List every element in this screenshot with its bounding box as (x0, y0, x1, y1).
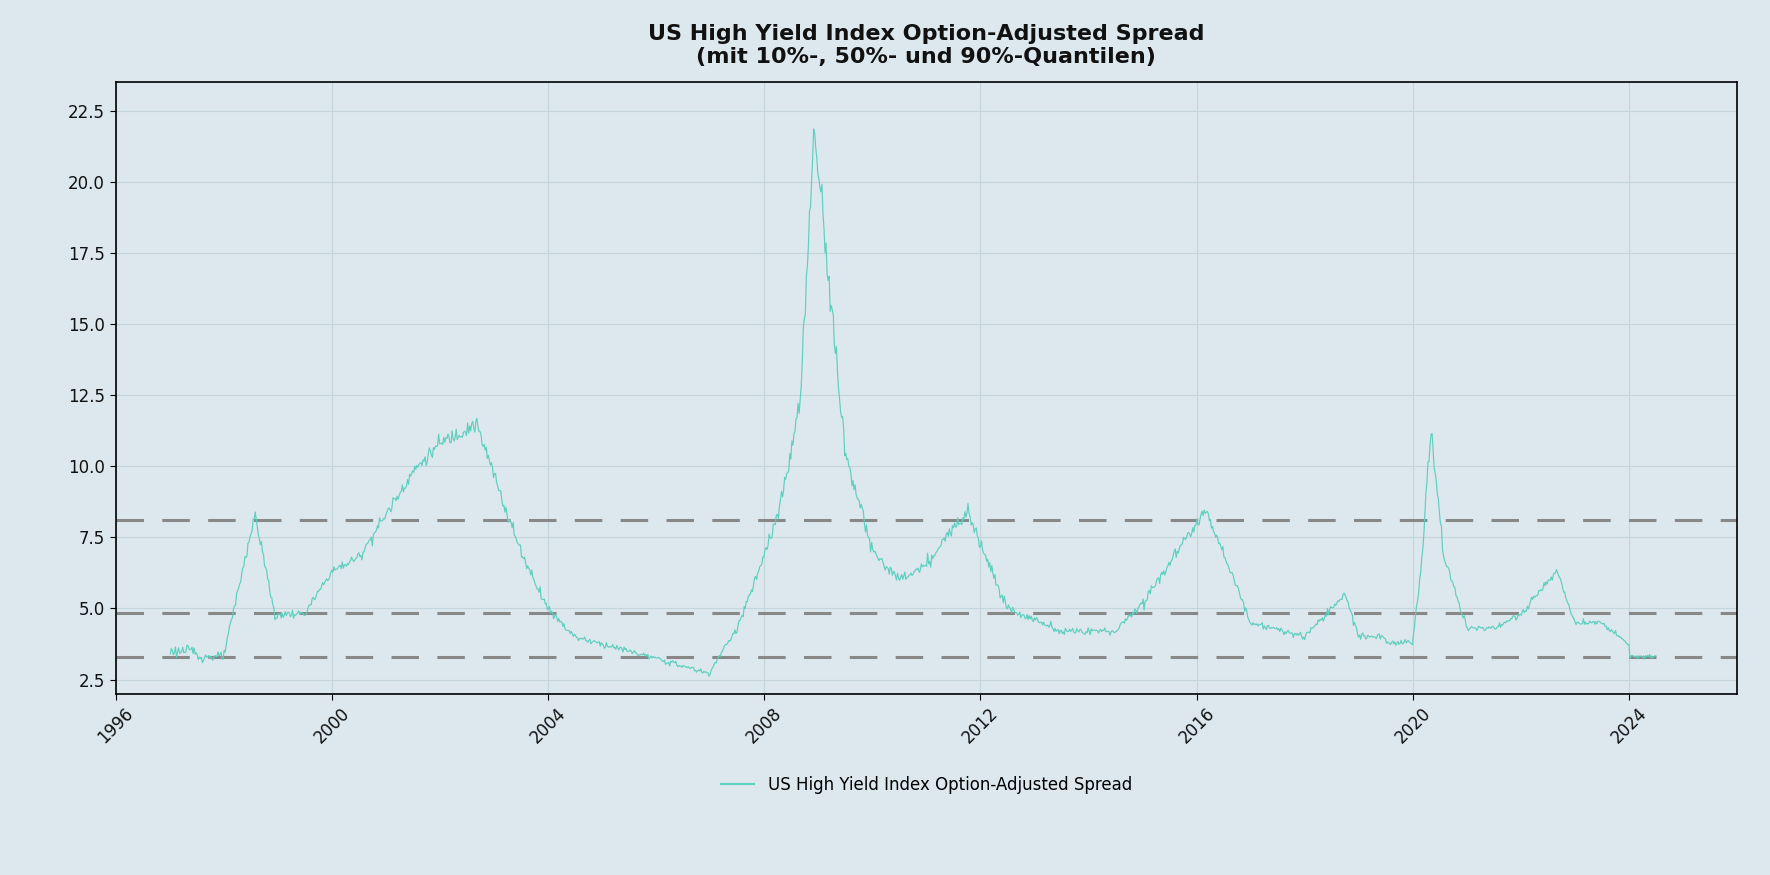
Title: US High Yield Index Option-Adjusted Spread
(mit 10%-, 50%- und 90%-Quantilen): US High Yield Index Option-Adjusted Spre… (648, 24, 1205, 67)
Legend: US High Yield Index Option-Adjusted Spread: US High Yield Index Option-Adjusted Spre… (715, 769, 1138, 801)
